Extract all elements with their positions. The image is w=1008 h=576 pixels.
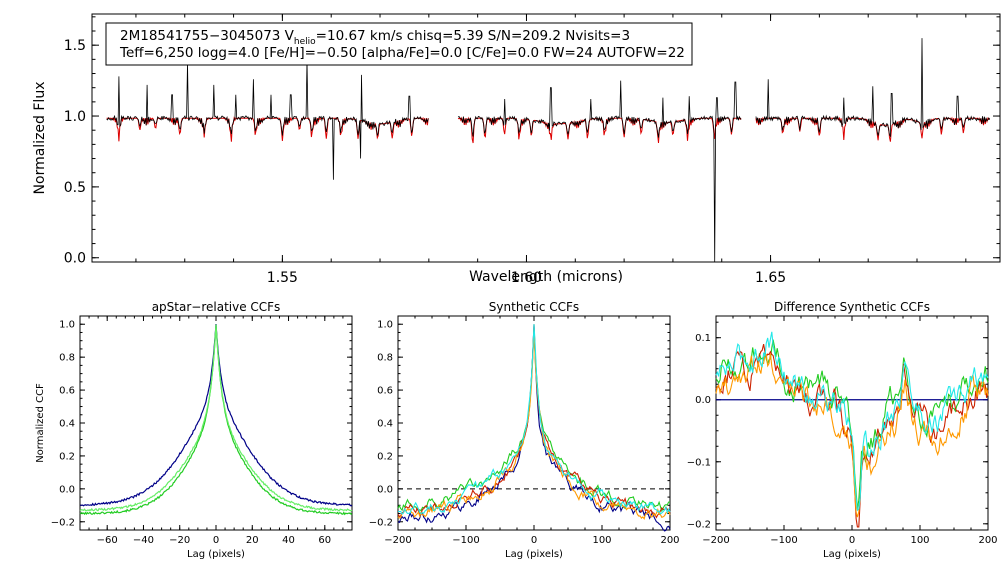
- difference-ccf-axes-frame: [715, 315, 989, 531]
- synthetic-ccf-blue-line: [397, 324, 671, 532]
- synthetic-ccf-orange-line: [397, 328, 671, 521]
- apstar-ccf-ytick-label: 0.2: [59, 451, 75, 462]
- synthetic-ccf-xlabel: Lag (pixels): [505, 549, 563, 560]
- difference-ccf-ytick-label: −0.1: [687, 457, 711, 468]
- difference-ccf-xlabel: Lag (pixels): [823, 549, 881, 560]
- info-box-frame: [105, 22, 693, 66]
- synthetic-ccf-ytick-label: 0.0: [377, 484, 393, 495]
- difference-ccf-cyan-line: [715, 331, 989, 512]
- synthetic-ccf-title: Synthetic CCFs: [489, 300, 579, 314]
- spectrum-ytick-label: 1.0: [64, 109, 86, 125]
- apstar-ccf-ytick-label: 0.4: [59, 419, 75, 430]
- spectrum-xtick-label: 1.55: [267, 270, 298, 286]
- difference-ccf-green-line: [715, 339, 989, 509]
- apstar-ccf-xtick-label: −40: [133, 535, 154, 546]
- spectrum-axes-frame: [91, 13, 1001, 263]
- difference-ccf-xtick-label: 100: [910, 535, 929, 546]
- spectrum-ytick-label: 0.0: [64, 251, 86, 267]
- apstar-ccf-ytick-label: −0.2: [51, 517, 75, 528]
- synthetic-ccf-cyan-line: [397, 324, 671, 515]
- spectrum-xtick-label: 1.60: [511, 270, 542, 286]
- synthetic-ccf-data: [397, 324, 671, 532]
- synthetic-ccf-xtick-label: 0: [531, 535, 537, 546]
- synthetic-ccf-ytick-label: 0.6: [377, 386, 393, 397]
- synthetic-ccf-ytick-label: 0.8: [377, 353, 393, 364]
- synthetic-ccf-xtick-label: −200: [384, 535, 411, 546]
- apstar-ccf-lightgreen-line: [79, 325, 353, 512]
- apstar-ccf-xlabel: Lag (pixels): [187, 549, 245, 560]
- difference-ccf-ytick-label: 0.1: [695, 333, 711, 344]
- difference-ccf-ytick-label: 0.0: [695, 395, 711, 406]
- apstar-ccf-blue-line: [79, 324, 353, 507]
- spectrum-ytick-label: 1.5: [64, 38, 86, 54]
- synthetic-ccf-ytick-label: 1.0: [377, 320, 393, 331]
- apstar-ccf-title: apStar−relative CCFs: [152, 300, 281, 314]
- difference-ccf-data: [715, 331, 989, 528]
- difference-ccf-xtick-label: 200: [978, 535, 997, 546]
- apstar-ccf-ylabel: Normalized CCF: [35, 383, 46, 463]
- apstar-ccf-ticks: −60 −40 −20 0 20 40 60 −0.2 0.0 0.2 0.4 0.6 0.8 1.0: [51, 316, 353, 546]
- difference-ccf-xtick-label: −100: [770, 535, 797, 546]
- apstar-ccf-panel: −60 −40 −20 0 20 40 60 −0.2 0.0 0.2 0.4 0.6 0.8 1.0 a…: [35, 300, 353, 560]
- synthetic-ccf-ytick-label: 0.4: [377, 419, 393, 430]
- synthetic-ccf-xtick-label: −100: [452, 535, 479, 546]
- synthetic-ccf-ytick-label: 0.2: [377, 451, 393, 462]
- apstar-ccf-xtick-label: 20: [246, 535, 259, 546]
- apstar-ccf-ytick-label: 0.8: [59, 353, 75, 364]
- model-spectrum-chip-2-line: [457, 116, 742, 144]
- apstar-ccf-ytick-label: 1.0: [59, 320, 75, 331]
- observed-spectrum-chip-1-line: [106, 59, 429, 180]
- synthetic-ccf-xtick-label: 100: [592, 535, 611, 546]
- difference-ccf-xtick-label: −200: [702, 535, 729, 546]
- observed-spectrum-chip-2-line: [457, 80, 742, 263]
- synthetic-ccf-ytick-label: −0.2: [369, 517, 393, 528]
- apstar-ccf-ytick-label: 0.6: [59, 386, 75, 397]
- info-line2: Teff=6,250 logg=4.0 [Fe/H]=−0.50 [alpha/…: [119, 45, 685, 61]
- apstar-ccf-xtick-label: 40: [282, 535, 295, 546]
- spectrum-ylabel: Normalized Flux: [32, 82, 48, 195]
- difference-ccf-orange-line: [715, 353, 989, 518]
- spectrum-xlabel: Wavelength (microns): [469, 269, 623, 285]
- apstar-ccf-green-line: [79, 324, 353, 516]
- spectrum-data: [106, 38, 991, 263]
- difference-ccf-ytick-label: −0.2: [687, 519, 711, 530]
- difference-ccf-panel: −200 −100 0 100 200 −0.2 −0.1 0.0 0.1 Difference…: [687, 300, 998, 560]
- apstar-ccf-xtick-label: 60: [318, 535, 331, 546]
- model-spectrum-chip-1-line: [106, 116, 429, 142]
- apstar-ccf-xtick-label: 0: [213, 535, 219, 546]
- spectrum-xtick-label: 1.65: [755, 270, 786, 286]
- spectrum-ticks: 1.55 1.60 1.65 0.0 0.5 1.0 1.5: [64, 14, 1000, 286]
- observed-spectrum-chip-3-line: [755, 38, 991, 138]
- info-line1-sub: helio: [294, 37, 316, 47]
- apstar-ccf-ytick-label: 0.0: [59, 484, 75, 495]
- apstar-ccf-data: [79, 324, 353, 516]
- info-line1-suffix: =10.67 km/s chisq=5.39 S/N=209.2 Nvisits…: [316, 28, 630, 44]
- difference-ccf-ticks: −200 −100 0 100 200 −0.2 −0.1 0.0 0.1: [687, 316, 998, 546]
- apstar-ccf-xtick-label: −20: [169, 535, 190, 546]
- info-line1-prefix: 2M18541755−3045073 V: [120, 28, 295, 44]
- synthetic-ccf-panel: −200 −100 0 100 200 −0.2 0.0 0.2 0.4 0.6 0.8 1.0 Sy…: [369, 300, 680, 560]
- difference-ccf-xtick-label: 0: [849, 535, 855, 546]
- spectrum-ytick-label: 0.5: [64, 180, 86, 196]
- synthetic-ccf-xtick-label: 200: [660, 535, 679, 546]
- info-box: 2M18541755−3045073 Vhelio=10.67 km/s chi…: [105, 22, 693, 66]
- apstar-ccf-xtick-label: −60: [97, 535, 118, 546]
- synthetic-ccf-green-line: [397, 329, 671, 513]
- apstar-ccf-axes-frame: [79, 315, 353, 531]
- synthetic-ccf-ticks: −200 −100 0 100 200 −0.2 0.0 0.2 0.4 0.6 0.8 1.0: [369, 316, 680, 546]
- difference-ccf-title: Difference Synthetic CCFs: [774, 300, 930, 314]
- info-line1: 2M18541755−3045073 Vhelio=10.67 km/s chi…: [120, 28, 630, 47]
- spectrum-panel: 1.55 1.60 1.65 0.0 0.5 1.0 1.5 Wavelength (mic…: [32, 13, 1001, 286]
